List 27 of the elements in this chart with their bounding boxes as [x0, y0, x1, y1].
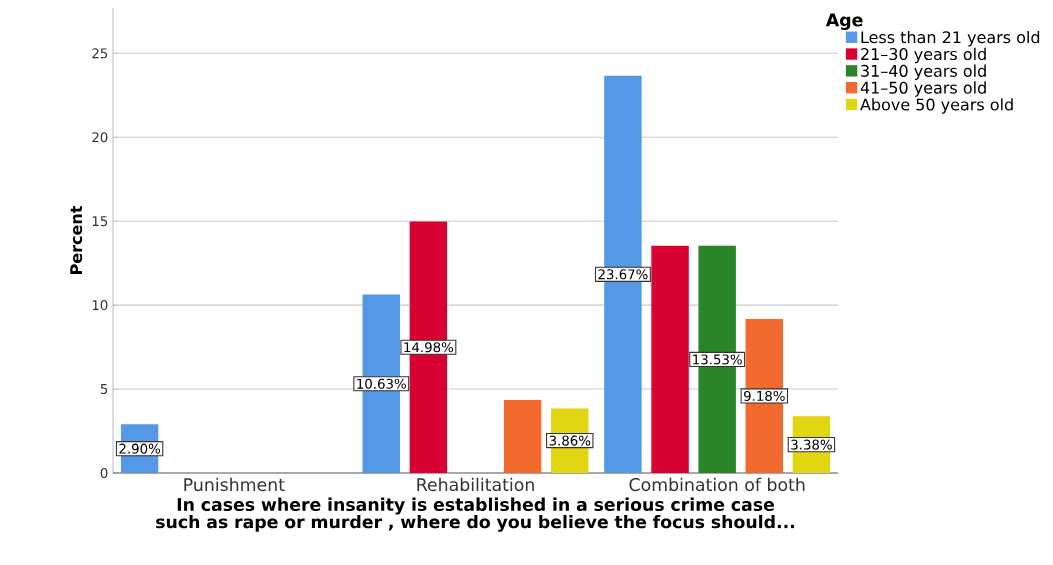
data-label: 3.38%: [791, 439, 832, 450]
y-tick-label: 25: [92, 48, 108, 59]
y-tick-label: 10: [92, 300, 108, 311]
x-tick-label: Punishment: [184, 477, 285, 492]
x-tick-label: Combination of both: [629, 477, 805, 492]
data-label: 14.98%: [404, 342, 454, 353]
y-tick-label: 0: [100, 467, 108, 479]
data-label: 13.53%: [693, 354, 742, 365]
data-label: 9.18%: [743, 390, 785, 401]
legend-label: Less than 21 years old: [861, 30, 1040, 47]
y-tick-label: 5: [100, 384, 108, 395]
x-axis-title: In cases where insanity is established in a serious crime case such as rape or murder , where do you believe the focus should...: [156, 497, 795, 532]
legend-label: 41–50 years old: [860, 81, 986, 97]
x-tick-label: Rehabilitation: [417, 477, 534, 492]
data-label: 2.90%: [119, 443, 161, 454]
legend-label: Above 50 years old: [860, 98, 1013, 114]
bar: [651, 245, 689, 473]
y-axis-title: Percent: [70, 205, 83, 274]
data-label: 3.86%: [549, 435, 591, 446]
legend-label: 31–40 years old: [861, 64, 986, 81]
y-tick-label: 15: [92, 216, 108, 227]
data-label: 23.67%: [598, 269, 648, 280]
y-tick-label: 20: [92, 132, 108, 143]
data-label: 10.63%: [357, 378, 406, 389]
legend-label: 21–30 years old: [861, 47, 986, 64]
bar: [503, 399, 542, 473]
legend-title: Age: [825, 13, 863, 30]
